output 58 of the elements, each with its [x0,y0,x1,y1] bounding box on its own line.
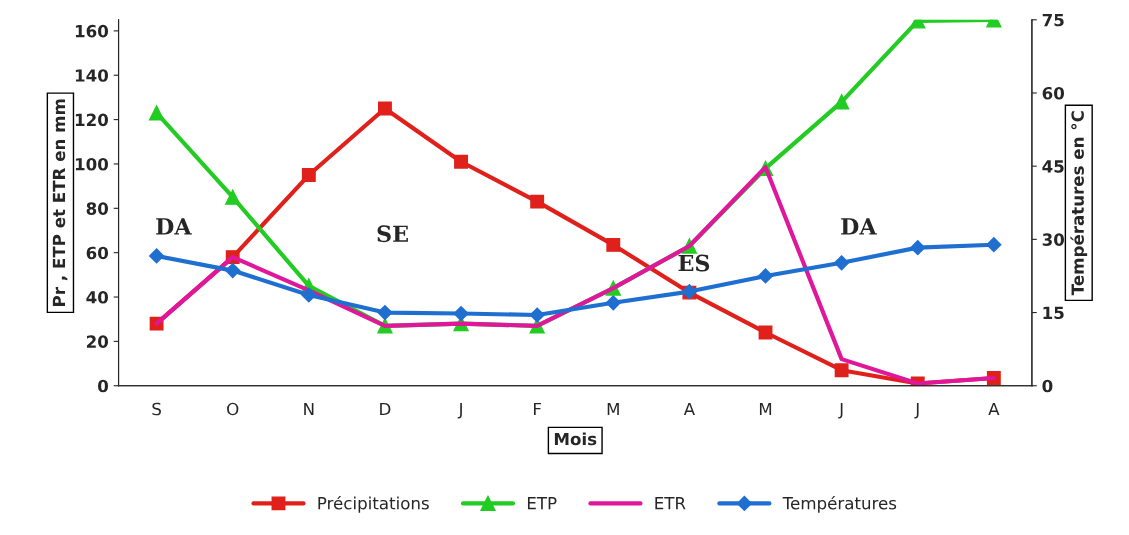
point [377,101,392,116]
y-tick-label: 80 [86,202,109,215]
x-tick-label: S [152,402,161,416]
x-tick-label: O [227,402,239,416]
annotation: ES [678,254,710,272]
point [834,255,850,271]
x-tick-label: A [683,402,695,416]
x-tick-label: J [914,402,919,419]
point [910,240,926,256]
legend-label: ETP [527,497,557,510]
x-tick-label: F [534,402,541,416]
y-tick-label: 60 [86,246,109,260]
y-tick-label: 20 [86,335,109,348]
point [834,363,849,378]
y2-tick-label: 75 [1042,13,1064,27]
x-axis-title: Mois [554,432,597,446]
y2-axis-title: Températures en °C [1070,111,1088,296]
point [757,268,774,284]
point [530,194,545,209]
x-tick-label: J [838,402,843,419]
y-tick-label: 100 [75,157,109,171]
point [301,168,316,182]
x-tick-label: M [759,402,772,416]
legend-label: Températures [782,495,897,513]
point [454,154,469,169]
y-tick-label: 120 [75,113,109,127]
point [225,189,241,205]
x-tick-label: M [607,402,619,416]
x-tick-label: J [457,402,462,419]
point [529,307,545,323]
legend-label: ETR [655,497,686,510]
point [149,248,165,264]
y2-tick-label: 30 [1042,233,1065,246]
y-tick-label: 160 [75,24,109,38]
point [605,295,621,311]
point [606,237,621,252]
y2-tick-label: 15 [1043,306,1064,320]
y2-tick-label: 45 [1042,160,1064,173]
x-tick-label: N [304,402,314,416]
y-tick-label: 0 [98,379,109,393]
point [148,105,165,121]
point [301,287,317,303]
y2-tick-label: 60 [1042,86,1065,100]
annotation: DA [841,218,877,235]
x-tick-label: D [380,402,391,416]
point [986,237,1002,253]
x-tick-label: A [988,402,1000,416]
y2-tick-label: 0 [1042,379,1053,393]
point [833,94,850,110]
point [225,263,241,279]
y-axis-title: Pr , ETP et ETR en mm [52,99,68,306]
annotation: SE [377,225,408,243]
y-tick-label: 140 [75,69,109,82]
y-tick-label: 40 [86,290,109,304]
legend-label: Précipitations [318,495,429,513]
point [453,305,469,322]
point [377,304,393,321]
annotation: DA [156,218,192,235]
